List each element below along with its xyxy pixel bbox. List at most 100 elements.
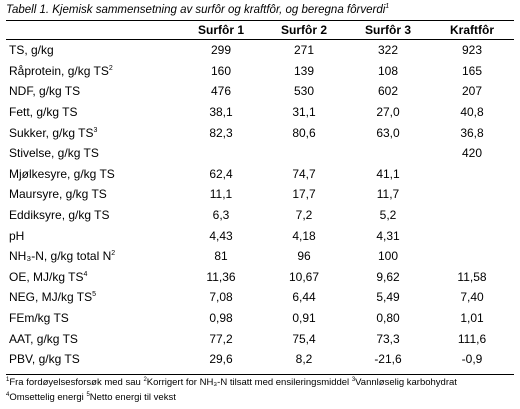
row-label-footnote-marker: 3	[93, 126, 98, 134]
row-label-footnote-marker: 4	[83, 270, 88, 278]
cell-surfor-3	[346, 143, 430, 164]
cell-surfor-2	[262, 143, 346, 164]
header-surfor-2: Surfôr 2	[262, 21, 346, 40]
cell-surfor-2: 271	[293, 43, 315, 58]
row-label-footnote-marker: 5	[92, 291, 97, 299]
cell-surfor-3: 41,1	[376, 166, 400, 181]
cell-surfor-2: 80,6	[292, 125, 316, 140]
cell-surfor-1: 4,43	[209, 228, 233, 243]
row-label: pH	[6, 225, 180, 246]
cell-surfor-2: 7,2	[295, 208, 313, 223]
row-label: NDF, g/kg TS	[6, 81, 180, 102]
row-label: AAT, g/kg TS	[6, 328, 180, 349]
cell-kraftfor	[430, 246, 514, 267]
bottom-rule	[6, 374, 514, 375]
row-label: FEm/kg TS	[6, 308, 180, 329]
table-row: Eddiksyre, g/kg TS 6,3 7,2 5,2	[6, 205, 514, 226]
header-surfor-1: Surfôr 1	[180, 21, 262, 40]
cell-kraftfor: 1,01	[460, 311, 484, 326]
table-row: Fett, g/kg TS 38,1 31,1 27,0 40,8	[6, 102, 514, 123]
cell-kraftfor: -0,9	[461, 352, 483, 367]
row-label: Stivelse, g/kg TS	[6, 143, 180, 164]
table-row: NEG, MJ/kg TS5 7,08 6,44 5,49 7,40	[6, 287, 514, 308]
cell-surfor-2: 139	[293, 63, 315, 78]
row-label-text: Eddiksyre, g/kg TS	[9, 208, 110, 223]
footnote-4: Omsettelig energi	[9, 392, 84, 404]
cell-surfor-2: 10,67	[288, 269, 320, 284]
caption-text: Tabell 1. Kjemisk sammensetning av surfô…	[6, 3, 386, 16]
table-row: NDF, g/kg TS 476 530 602 207	[6, 81, 514, 102]
cell-surfor-1: 77,2	[209, 331, 233, 346]
composition-table: Surfôr 1 Surfôr 2 Surfôr 3 Kraftfôr TS, …	[6, 21, 514, 370]
cell-surfor-1: 160	[210, 63, 232, 78]
footnote-5: Netto energi til vekst	[89, 392, 176, 404]
row-label-text: pH	[9, 228, 25, 243]
cell-surfor-3: 4,31	[376, 228, 400, 243]
row-label-text: Sukker, g/kg TS	[9, 125, 94, 140]
footnote-line-1: 1Fra fordøyelsesforsøk med sau 2Korriger…	[6, 374, 516, 389]
cell-surfor-1: 29,6	[209, 352, 233, 367]
cell-surfor-2: 0,91	[292, 311, 316, 326]
cell-surfor-3: 11,7	[376, 187, 400, 202]
row-label: Sukker, g/kg TS3	[6, 122, 180, 143]
row-label: PBV, g/kg TS	[6, 349, 180, 370]
cell-surfor-1: 11,1	[209, 187, 233, 202]
cell-surfor-3: 5,2	[379, 208, 397, 223]
cell-surfor-1: 62,4	[209, 166, 233, 181]
cell-surfor-1: 7,08	[209, 290, 233, 305]
row-label-footnote-marker: 2	[108, 64, 113, 72]
table-row: pH 4,43 4,18 4,31	[6, 225, 514, 246]
cell-surfor-2: 75,4	[292, 331, 316, 346]
row-label: Mjølkesyre, g/kg TS	[6, 164, 180, 185]
cell-kraftfor	[430, 184, 514, 205]
table-row: AAT, g/kg TS 77,2 75,4 73,3 111,6	[6, 328, 514, 349]
row-label: Maursyre, g/kg TS	[6, 184, 180, 205]
row-label-text: OE, MJ/kg TS	[9, 269, 84, 284]
row-label-text: Råprotein, g/kg TS	[9, 63, 109, 78]
row-label-text: NDF, g/kg TS	[9, 84, 81, 99]
cell-surfor-1: 299	[210, 43, 232, 58]
row-label: Fett, g/kg TS	[6, 102, 180, 123]
cell-surfor-2: 31,1	[292, 105, 316, 120]
table-caption: Tabell 1. Kjemisk sammensetning av surfô…	[6, 3, 389, 16]
table-body: TS, g/kg 299 271 322 923 Råprotein, g/kg TS2 1…	[6, 40, 514, 370]
row-label-text: Maursyre, g/kg TS	[9, 187, 107, 202]
cell-surfor-3: 73,3	[376, 331, 400, 346]
header-row: Surfôr 1 Surfôr 2 Surfôr 3 Kraftfôr	[6, 21, 514, 40]
table-row: PBV, g/kg TS 29,6 8,2 -21,6 -0,9	[6, 349, 514, 370]
row-label-footnote-marker: 2	[111, 250, 116, 258]
cell-surfor-2: 96	[297, 249, 311, 264]
table-row: FEm/kg TS 0,98 0,91 0,80 1,01	[6, 308, 514, 329]
row-label: NEG, MJ/kg TS5	[6, 287, 180, 308]
row-label-text: TS, g/kg	[9, 43, 54, 58]
footnote-2: Korrigert for NH₃-N tilsatt med ensileri…	[146, 377, 350, 389]
cell-surfor-1: 6,3	[212, 208, 230, 223]
row-label-text: PBV, g/kg TS	[9, 352, 80, 367]
table-row: Mjølkesyre, g/kg TS 62,4 74,7 41,1	[6, 164, 514, 185]
footnotes: 1Fra fordøyelsesforsøk med sau 2Korriger…	[6, 374, 516, 404]
footnote-1: Fra fordøyelsesforsøk med sau	[9, 377, 141, 389]
cell-surfor-2: 74,7	[292, 166, 316, 181]
row-label-text: AAT, g/kg TS	[9, 331, 78, 346]
table-row: OE, MJ/kg TS4 11,36 10,67 9,62 11,58	[6, 267, 514, 288]
row-label: Råprotein, g/kg TS2	[6, 61, 180, 82]
footnote-line-2: 4Omsettelig energi 5Netto energi til vek…	[6, 389, 516, 404]
cell-kraftfor: 165	[461, 63, 483, 78]
row-label: OE, MJ/kg TS4	[6, 267, 180, 288]
footnote-3-marker: 3	[351, 377, 356, 383]
row-label: TS, g/kg	[6, 40, 180, 61]
cell-kraftfor	[430, 164, 514, 185]
cell-surfor-3: 27,0	[376, 105, 400, 120]
top-rule	[6, 20, 514, 21]
cell-surfor-1: 0,98	[209, 311, 233, 326]
cell-surfor-3: 63,0	[376, 125, 400, 140]
cell-surfor-3: 108	[377, 63, 399, 78]
table-row: TS, g/kg 299 271 322 923	[6, 40, 514, 61]
footnote-4-marker: 4	[6, 392, 10, 399]
cell-surfor-1	[180, 143, 262, 164]
cell-surfor-1: 11,36	[206, 269, 236, 284]
row-label-text: NEG, MJ/kg TS	[9, 290, 93, 305]
cell-kraftfor: 111,6	[457, 331, 487, 346]
cell-surfor-2: 530	[293, 84, 315, 99]
row-label-text: NH₃-N, g/kg total N	[9, 249, 112, 264]
